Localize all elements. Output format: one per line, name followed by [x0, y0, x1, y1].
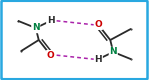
- Text: N: N: [109, 48, 117, 56]
- Text: O: O: [94, 20, 102, 29]
- Text: N: N: [32, 24, 40, 32]
- Text: H: H: [94, 55, 102, 64]
- FancyBboxPatch shape: [1, 1, 148, 79]
- Text: O: O: [47, 51, 55, 60]
- Text: H: H: [47, 16, 55, 25]
